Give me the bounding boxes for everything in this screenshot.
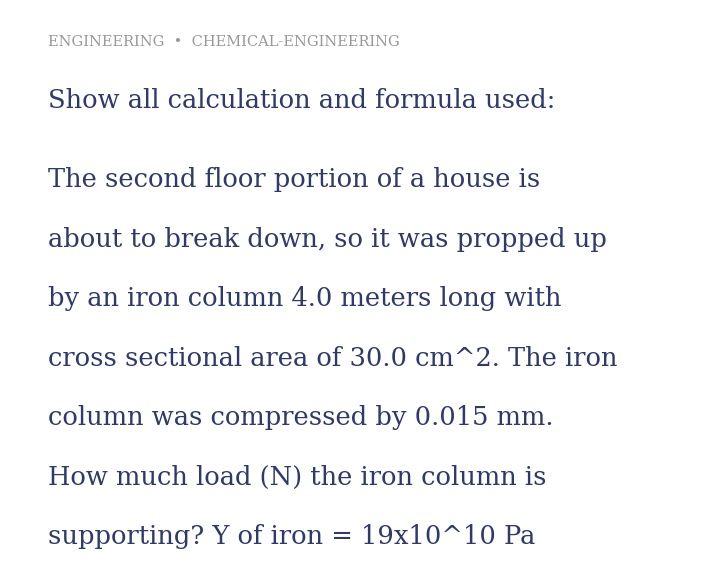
Text: How much load (N) the iron column is: How much load (N) the iron column is [48,465,546,490]
Text: Show all calculation and formula used:: Show all calculation and formula used: [48,88,556,113]
Text: about to break down, so it was propped up: about to break down, so it was propped u… [48,227,607,252]
Text: The second floor portion of a house is: The second floor portion of a house is [48,167,541,192]
Text: column was compressed by 0.015 mm.: column was compressed by 0.015 mm. [48,405,554,430]
Text: cross sectional area of 30.0 cm^2. The iron: cross sectional area of 30.0 cm^2. The i… [48,346,618,371]
Text: by an iron column 4.0 meters long with: by an iron column 4.0 meters long with [48,286,562,311]
Text: ENGINEERING  •  CHEMICAL-ENGINEERING: ENGINEERING • CHEMICAL-ENGINEERING [48,35,400,49]
Text: supporting? Y of iron = 19x10^10 Pa: supporting? Y of iron = 19x10^10 Pa [48,524,536,549]
